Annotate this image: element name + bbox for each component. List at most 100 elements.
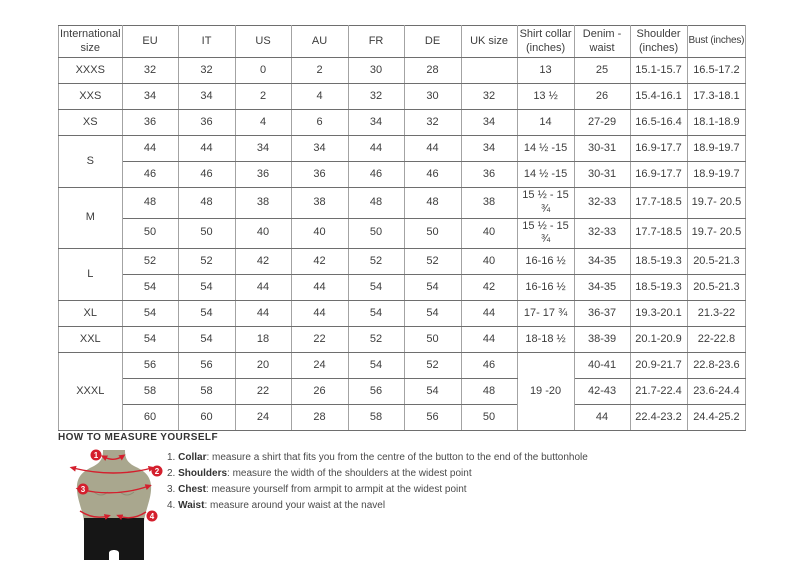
table-cell: 24 — [290, 352, 349, 379]
table-cell: 15 ½ - 15 ¾ — [516, 217, 575, 249]
table-cell: 34 — [234, 135, 292, 162]
measurement-figure: 1 2 3 4 — [56, 447, 188, 566]
table-cell: 13 ½ — [516, 83, 575, 110]
table-cell: 52 — [347, 326, 405, 353]
table-cell: 54 — [177, 300, 236, 327]
table-row-l-1: L 52 52 42 42 52 52 40 16-16 ½ 34-35 18.… — [58, 248, 747, 301]
size-label-cell: XXXL — [58, 352, 123, 431]
table-cell: 44 — [290, 300, 349, 327]
table-cell: 27-29 — [573, 109, 631, 136]
size-label-cell: XS — [58, 109, 123, 136]
table-row-xs: XS 36 36 4 6 34 32 34 14 27-29 16.5-16.4… — [58, 109, 747, 136]
table-cell: 34 — [460, 135, 518, 162]
table-cell: 38 — [460, 187, 518, 219]
marker-badge-2: 2 — [151, 465, 163, 477]
table-cell: 40 — [460, 217, 518, 249]
table-cell: 22 — [234, 378, 292, 405]
table-cell: 44 — [573, 404, 631, 431]
table-cell: 22 — [290, 326, 349, 353]
table-cell: 30 — [347, 57, 405, 84]
table-cell: 54 — [403, 378, 462, 405]
table-cell: 38 — [290, 187, 349, 219]
table-cell: 50 — [403, 326, 462, 353]
column-header-au: AU — [290, 25, 349, 58]
table-cell: 44 — [234, 300, 292, 327]
table-cell: 19.3-20.1 — [629, 300, 688, 327]
table-cell: 30-31 — [573, 161, 631, 188]
column-header-uk-size: UK size — [460, 25, 518, 58]
table-cell: 16.9-17.7 — [629, 135, 688, 162]
table-cell: 52 — [403, 352, 462, 379]
size-label-cell: L — [58, 248, 123, 301]
table-cell: 14 — [516, 109, 575, 136]
table-cell: 34 — [177, 83, 236, 110]
table-cell: 34-35 — [573, 248, 631, 275]
table-cell: 15.1-15.7 — [629, 57, 688, 84]
shoulders-arrow-icon — [69, 465, 155, 474]
table-cell: 16-16 ½ — [516, 248, 575, 275]
waist-arrow-left-icon — [79, 510, 111, 520]
table-cell: 20.5-21.3 — [686, 248, 747, 275]
table-cell: 56 — [121, 352, 179, 379]
table-cell: 48 — [177, 187, 236, 219]
table-cell: 58 — [347, 404, 405, 431]
table-cell: 50 — [121, 217, 179, 249]
table-cell: 48 — [403, 187, 462, 219]
header-row: International size EU IT US AU FR DE UK … — [58, 25, 747, 58]
table-cell: 18.5-19.3 — [629, 274, 688, 301]
table-cell: 36-37 — [573, 300, 631, 327]
table-cell: 42-43 — [573, 378, 631, 405]
table-cell: 25 — [573, 57, 631, 84]
table-cell: 19.7- 20.5 — [686, 217, 747, 249]
table-cell: 54 — [347, 274, 405, 301]
table-cell: 20.5-21.3 — [686, 274, 747, 301]
table-cell: 40 — [234, 217, 292, 249]
table-row-xxxl-2: 58 58 22 26 56 54 48 42-43 21.7-22.4 23.… — [59, 378, 747, 405]
measure-section-heading: HOW TO MEASURE YOURSELF — [58, 432, 218, 443]
table-cell: 56 — [177, 352, 236, 379]
table-cell: 16.5-16.4 — [629, 109, 688, 136]
table-cell: 44 — [403, 135, 462, 162]
table-cell: 44 — [347, 135, 405, 162]
instruction-waist: 4. Waist: measure around your waist at t… — [167, 500, 386, 511]
table-cell: 36 — [290, 161, 349, 188]
table-cell: 54 — [121, 274, 179, 301]
table-row-m-1: M 48 48 38 38 48 48 38 15 ½ - 15 ¾ 32-33… — [58, 187, 747, 249]
instruction-collar: 1. Collar: measure a shirt that fits you… — [167, 452, 588, 463]
table-cell: 48 — [347, 187, 405, 219]
table-cell: 38 — [234, 187, 292, 219]
table-cell: 36 — [234, 161, 292, 188]
table-row-s-1: S 44 44 34 34 44 44 34 14 ½ -15 30-31 16… — [58, 135, 747, 188]
collar-arrow-icon — [100, 454, 126, 462]
table-cell: 58 — [177, 378, 236, 405]
table-cell: 32 — [121, 57, 179, 84]
table-cell: 36 — [121, 109, 179, 136]
table-cell: 18-18 ½ — [516, 326, 575, 353]
table-cell: 34 — [460, 109, 518, 136]
column-header-shirt-collar: Shirt collar (inches) — [516, 25, 575, 58]
table-cell: 48 — [460, 378, 518, 405]
table-cell: 15.4-16.1 — [629, 83, 688, 110]
table-row-l-2: 54 54 44 44 54 54 42 16-16 ½ 34-35 18.5-… — [59, 274, 747, 301]
table-cell: 16.9-17.7 — [629, 161, 688, 188]
table-cell: 44 — [460, 326, 518, 353]
table-row-xl: XL 54 54 44 44 54 54 44 17- 17 ¾ 36-37 1… — [58, 300, 747, 327]
column-header-denim-waist: Denim - waist — [573, 25, 631, 58]
table-cell: 58 — [121, 378, 179, 405]
table-cell: 46 — [121, 161, 179, 188]
table-cell: 32 — [347, 83, 405, 110]
column-header-eu: EU — [121, 25, 179, 58]
table-cell: 18.9-19.7 — [686, 135, 747, 162]
table-cell: 42 — [234, 248, 292, 275]
table-cell: 54 — [347, 300, 405, 327]
table-cell: 42 — [460, 274, 518, 301]
table-cell: 32-33 — [573, 187, 631, 219]
svg-text:1: 1 — [94, 451, 99, 460]
table-cell: 38-39 — [573, 326, 631, 353]
size-label-cell: XXS — [58, 83, 123, 110]
table-cell: 4 — [290, 83, 349, 110]
table-cell: 44 — [177, 135, 236, 162]
table-cell: 18 — [234, 326, 292, 353]
table-cell: 42 — [290, 248, 349, 275]
table-cell: 21.3-22 — [686, 300, 747, 327]
